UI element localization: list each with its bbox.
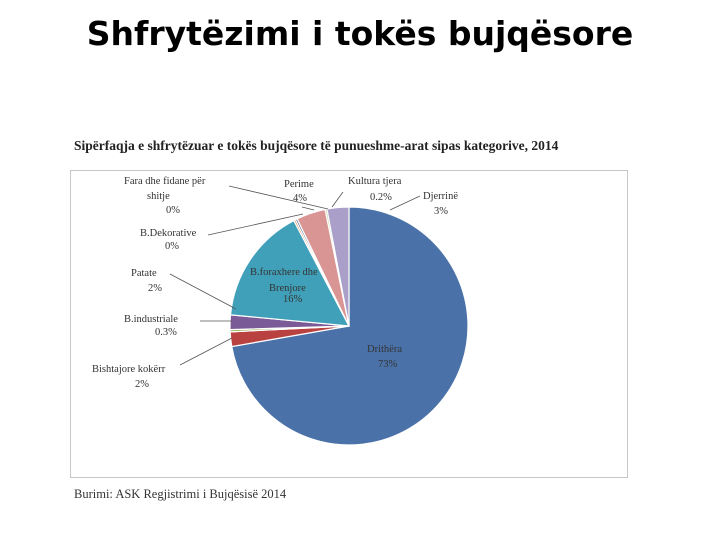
slice-name-label: Bishtajore kokërr	[92, 364, 166, 375]
slice-percent-label: 2%	[135, 379, 149, 390]
leader-line	[389, 195, 421, 211]
slice-percent-label: 3%	[434, 206, 448, 217]
slice-name-label: B.industriale	[124, 314, 178, 325]
leader-line	[169, 273, 237, 310]
pie-slice-drithëra	[231, 206, 469, 446]
leader-line	[207, 213, 304, 236]
chart-title: Sipërfaqja e shfrytëzuar e tokës bujqëso…	[74, 138, 559, 153]
slice-percent-label: 0%	[166, 205, 180, 216]
slice-percent-label: 16%	[283, 294, 303, 305]
slice-name-label: shitje	[147, 191, 170, 202]
slice-percent-label: 0.2%	[370, 192, 392, 203]
slice-name-label: Perime	[284, 179, 314, 190]
slice-name-label: Fara dhe fidane për	[124, 176, 206, 187]
slice-percent-label: 73%	[378, 359, 398, 370]
slice-name-label: Patate	[131, 268, 157, 279]
slice-name-label: Brenjore	[269, 283, 306, 294]
chart-source: Burimi: ASK Regjistrimi i Bujqësisë 2014	[74, 487, 287, 501]
slice-percent-label: 4%	[293, 193, 307, 204]
slice-percent-label: 0.3%	[155, 327, 177, 338]
slice-name-label: Kultura tjera	[348, 176, 402, 187]
slide-title: Shfrytëzimi i tokës bujqësore	[86, 14, 634, 53]
slice-percent-label: 0%	[165, 241, 179, 252]
leader-line	[179, 337, 233, 366]
slice-percent-label: 2%	[148, 283, 162, 294]
leader-line	[228, 185, 329, 210]
slice-name-label: B.foraxhere dhe	[250, 267, 318, 278]
slice-name-label: Drithëra	[367, 344, 402, 355]
slice-name-label: Djerrinë	[423, 191, 458, 202]
slice-name-label: B.Dekorative	[140, 228, 197, 239]
leader-line	[331, 191, 344, 208]
leader-line	[301, 206, 315, 211]
pie-slices	[229, 206, 469, 446]
